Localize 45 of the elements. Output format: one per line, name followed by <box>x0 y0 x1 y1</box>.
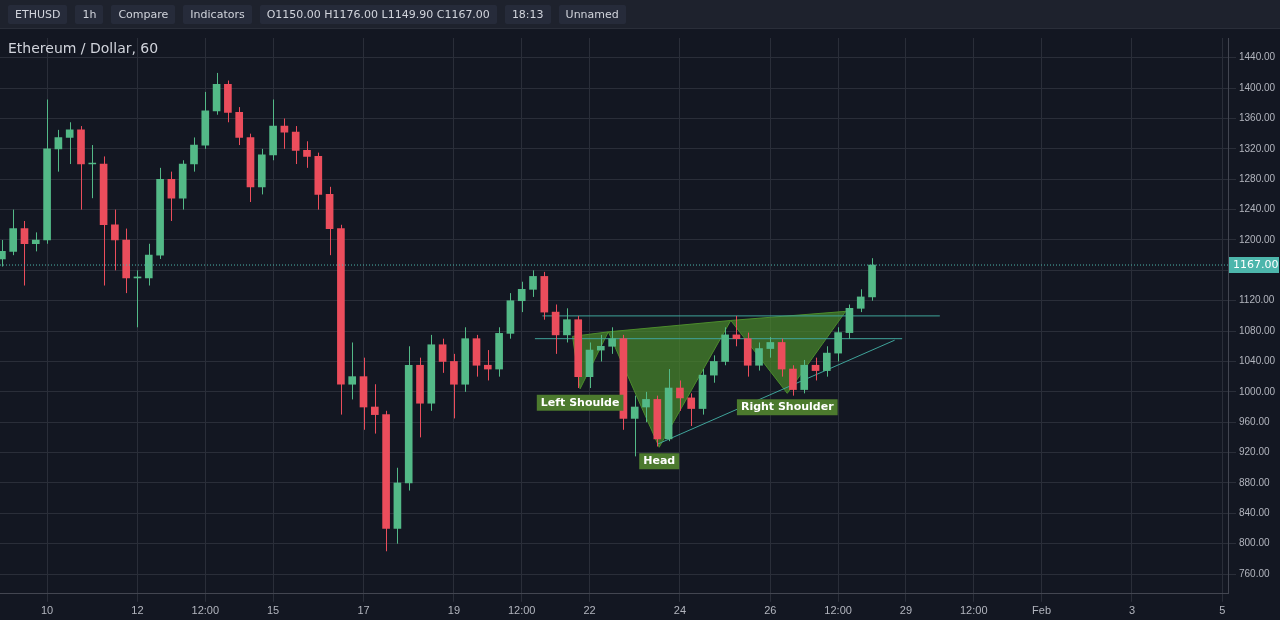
annotation: Right Shoulder <box>740 400 835 414</box>
y-tick-label: 1360.00 <box>1239 112 1276 124</box>
y-tick-label: 760.00 <box>1239 567 1271 579</box>
y-tick-label: 1080.00 <box>1239 324 1276 336</box>
text: Compare <box>111 4 176 24</box>
y-tick-label: 1440.00 <box>1239 51 1276 63</box>
x-tick-label: 24 <box>673 604 687 617</box>
y-tick-label: 840.00 <box>1239 507 1271 519</box>
x-tick-label: 5 <box>1219 604 1226 617</box>
text: O1150.00 H1176.00 L1149.90 C1167.00 <box>259 4 497 24</box>
x-tick-label: 15 <box>266 604 280 617</box>
x-tick-label: 12:00 <box>507 604 536 617</box>
x-tick-label: 17 <box>357 604 370 617</box>
y-tick-label: 1040.00 <box>1239 355 1276 367</box>
x-tick-label: 12:00 <box>959 604 988 617</box>
text: 1h <box>75 4 104 24</box>
x-tick-label: 22 <box>583 604 596 617</box>
y-tick-label: 960.00 <box>1239 415 1271 427</box>
text: ETHUSD <box>8 4 68 24</box>
y-tick-label: 1280.00 <box>1239 172 1276 184</box>
y-tick-label: 880.00 <box>1239 476 1271 488</box>
y-tick-label: 920.00 <box>1239 446 1271 458</box>
y-tick-label: 800.00 <box>1239 537 1271 549</box>
text: Unnamed <box>558 4 626 24</box>
x-tick-label: 29 <box>899 604 913 617</box>
annotation: Head <box>643 454 676 468</box>
x-tick-label: 26 <box>764 604 777 617</box>
text: Indicators <box>183 4 252 24</box>
x-tick-label: 12 <box>131 604 144 617</box>
y-tick-label: 1240.00 <box>1239 203 1276 215</box>
y-tick-label: 1120.00 <box>1239 294 1275 306</box>
y-tick-label: 1000.00 <box>1239 385 1276 397</box>
x-tick-label: 12:00 <box>191 604 220 617</box>
x-tick-label: 12:00 <box>824 604 852 617</box>
text: 18:13 <box>504 4 551 24</box>
y-tick-label: 1400.00 <box>1239 81 1276 93</box>
x-tick-label: 3 <box>1128 604 1136 617</box>
y-tick-label: 1200.00 <box>1239 233 1276 245</box>
y-tick-label: 1320.00 <box>1239 142 1276 154</box>
ref-line-label: 1167.00 <box>1233 257 1279 271</box>
x-tick-label: Feb <box>1032 604 1052 617</box>
x-tick-label: 10 <box>40 604 54 617</box>
x-tick-label: 19 <box>447 604 461 617</box>
annotation: Left Shoulde <box>540 395 620 409</box>
chart-title: Ethereum / Dollar, 60 <box>8 40 159 56</box>
